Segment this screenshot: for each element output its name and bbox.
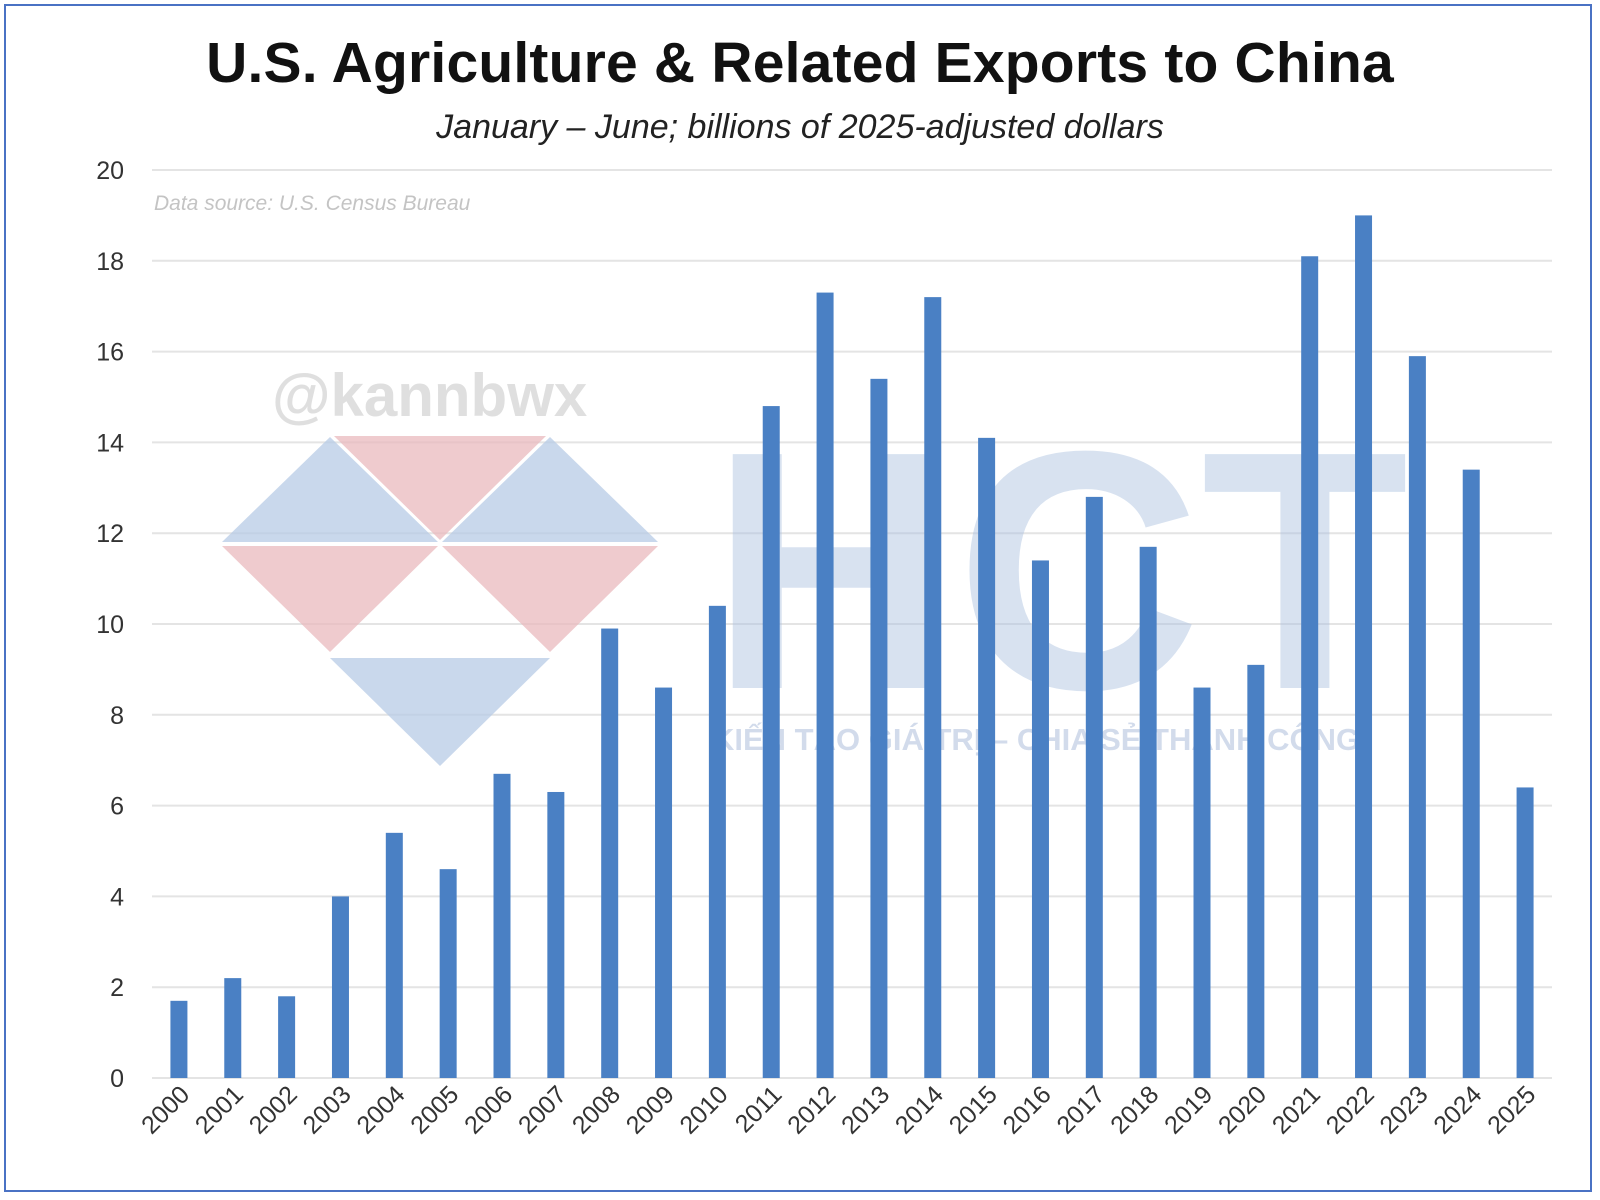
watermark: @kannbwx HCT KIẾN TẠO GIÁ TRỊ – CHIA SẺ … — [222, 362, 1409, 766]
y-tick-label: 14 — [96, 429, 124, 457]
bar-2020 — [1247, 664, 1265, 1078]
y-tick-label: 2 — [110, 974, 124, 1002]
logo-triangle-icon — [442, 437, 658, 542]
y-axis-ticks: 0 2 4 6 8 10 12 14 16 18 20 — [96, 157, 124, 1093]
y-tick-label: 16 — [96, 339, 124, 367]
y-tick-label: 20 — [96, 157, 124, 185]
bar-2017 — [1085, 496, 1103, 1078]
bar-2016 — [1031, 560, 1049, 1078]
bar-2025 — [1516, 787, 1534, 1078]
y-tick-label: 0 — [110, 1065, 124, 1093]
x-tick-label: 2010 — [674, 1080, 733, 1139]
x-axis-ticks: 2000200120022003200420052006200720082009… — [136, 1080, 1541, 1139]
x-tick-label: 2003 — [298, 1080, 357, 1139]
bar-2002 — [278, 996, 296, 1078]
chart-subtitle: January – June; billions of 2025-adjuste… — [436, 108, 1164, 146]
bar-2008 — [601, 628, 619, 1078]
y-tick-label: 6 — [110, 793, 124, 821]
x-tick-label: 2000 — [136, 1080, 195, 1139]
bar-2001 — [224, 978, 242, 1078]
x-tick-label: 2025 — [1482, 1080, 1541, 1139]
bar-2013 — [870, 378, 888, 1079]
x-tick-label: 2002 — [244, 1080, 303, 1139]
bars — [170, 215, 1534, 1079]
x-tick-label: 2017 — [1051, 1080, 1110, 1139]
bar-2014 — [924, 297, 942, 1078]
x-tick-label: 2011 — [730, 1080, 788, 1138]
y-tick-label: 8 — [110, 702, 124, 730]
logo-triangle-icon — [222, 437, 438, 542]
x-tick-label: 2001 — [190, 1080, 249, 1139]
bar-2022 — [1355, 215, 1373, 1078]
x-tick-label: 2004 — [351, 1080, 410, 1139]
x-tick-label: 2012 — [782, 1080, 841, 1139]
x-tick-label: 2016 — [998, 1080, 1057, 1139]
x-tick-label: 2019 — [1159, 1080, 1218, 1139]
bar-2010 — [708, 605, 726, 1078]
y-tick-label: 18 — [96, 248, 124, 276]
x-tick-label: 2015 — [944, 1080, 1003, 1139]
logo-triangle-icon — [330, 658, 550, 766]
x-tick-label: 2014 — [890, 1080, 949, 1139]
x-tick-label: 2006 — [459, 1080, 518, 1139]
x-tick-label: 2018 — [1105, 1080, 1164, 1139]
x-tick-label: 2013 — [836, 1080, 895, 1139]
watermark-handle: @kannbwx — [272, 362, 587, 429]
bar-2018 — [1139, 546, 1157, 1078]
y-tick-label: 4 — [110, 883, 124, 911]
bar-2000 — [170, 1000, 188, 1078]
bar-2011 — [762, 406, 780, 1079]
bar-2021 — [1301, 256, 1319, 1078]
data-source-note: Data source: U.S. Census Bureau — [154, 192, 471, 215]
bar-2004 — [385, 832, 403, 1078]
watermark-logo-icon — [222, 436, 658, 766]
bar-2019 — [1193, 687, 1211, 1078]
y-tick-label: 10 — [96, 611, 124, 639]
x-tick-label: 2020 — [1213, 1080, 1272, 1139]
x-tick-label: 2008 — [567, 1080, 626, 1139]
bar-2003 — [331, 896, 349, 1078]
x-tick-label: 2021 — [1267, 1080, 1326, 1139]
bar-2023 — [1408, 356, 1426, 1078]
bar-2009 — [655, 687, 673, 1078]
logo-triangle-icon — [222, 546, 438, 652]
bar-2006 — [493, 773, 511, 1078]
x-tick-label: 2022 — [1321, 1080, 1380, 1139]
chart-frame — [4, 4, 1592, 1192]
x-tick-label: 2005 — [405, 1080, 464, 1139]
bar-2024 — [1462, 469, 1480, 1078]
logo-triangle-icon — [334, 436, 546, 540]
bar-2007 — [547, 791, 565, 1078]
x-tick-label: 2007 — [513, 1080, 572, 1139]
bar-2012 — [816, 292, 834, 1079]
bar-2005 — [439, 869, 457, 1078]
x-tick-label: 2023 — [1374, 1080, 1433, 1139]
x-tick-label: 2024 — [1428, 1080, 1487, 1139]
x-tick-label: 2009 — [621, 1080, 680, 1139]
bar-2015 — [978, 437, 996, 1078]
chart-title: U.S. Agriculture & Related Exports to Ch… — [206, 31, 1394, 95]
y-tick-label: 12 — [96, 520, 124, 548]
logo-triangle-icon — [442, 546, 658, 652]
